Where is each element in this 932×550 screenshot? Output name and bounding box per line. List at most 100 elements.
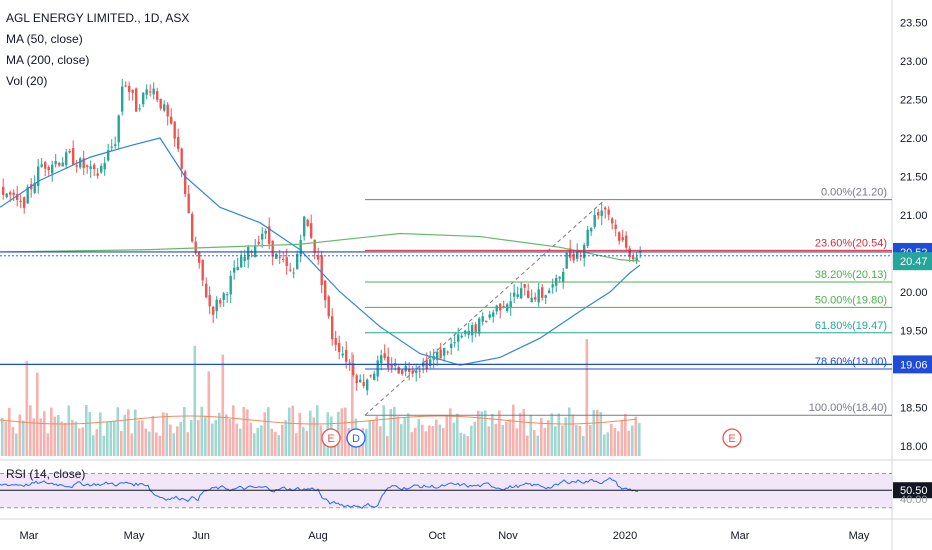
candle-body bbox=[313, 239, 316, 254]
candle-body bbox=[348, 362, 351, 364]
candle-body bbox=[562, 271, 565, 282]
event-marker bbox=[321, 428, 341, 448]
volume-bar bbox=[267, 407, 270, 456]
volume-bar bbox=[239, 428, 242, 456]
candle-body bbox=[586, 229, 589, 246]
candle-body bbox=[303, 216, 306, 237]
volume-bar bbox=[375, 416, 379, 456]
candle-body bbox=[628, 248, 631, 258]
candle-body bbox=[156, 91, 159, 100]
time-tick-label: Jun bbox=[192, 530, 210, 542]
volume-bar bbox=[4, 421, 8, 456]
candle-body bbox=[488, 314, 491, 318]
time-tick-label: Nov bbox=[498, 530, 518, 542]
candle-body bbox=[439, 349, 442, 359]
volume-bar bbox=[207, 371, 211, 456]
volume-bar bbox=[620, 420, 624, 456]
chart-legend: AGL ENERGY LIMITED., 1D, ASX MA (50, clo… bbox=[6, 8, 189, 92]
volume-bar bbox=[473, 421, 477, 456]
candle-body bbox=[474, 324, 477, 333]
candle-body bbox=[215, 299, 218, 312]
volume-bar bbox=[515, 428, 519, 456]
candle-body bbox=[47, 167, 50, 170]
candle-body bbox=[275, 253, 278, 259]
candle-body bbox=[180, 148, 183, 169]
volume-bar bbox=[113, 420, 116, 456]
volume-bar bbox=[81, 427, 85, 456]
candle-body bbox=[481, 316, 484, 322]
volume-bar bbox=[99, 412, 102, 456]
candle-body bbox=[114, 144, 117, 146]
volume-bar bbox=[249, 422, 253, 456]
price-tick-label: 18.00 bbox=[900, 441, 928, 453]
volume-bar bbox=[53, 416, 57, 456]
volume-bar bbox=[15, 433, 18, 456]
volume-bar bbox=[351, 352, 354, 456]
volume-bar bbox=[540, 417, 543, 456]
candle-body bbox=[537, 289, 540, 303]
candle-body bbox=[334, 337, 337, 345]
volume-bar bbox=[414, 427, 417, 456]
candle-body bbox=[369, 375, 372, 377]
volume-bar bbox=[46, 433, 50, 456]
candle-body bbox=[33, 182, 36, 193]
volume-bar bbox=[225, 414, 228, 456]
candle-body bbox=[222, 293, 225, 300]
candle-body bbox=[89, 166, 92, 169]
volume-bar bbox=[228, 419, 232, 456]
volume-bar bbox=[526, 435, 529, 456]
rsi-tick-label: 40.00 bbox=[900, 494, 928, 506]
volume-bar bbox=[232, 405, 235, 456]
volume-bar bbox=[18, 414, 22, 456]
volume-bar bbox=[295, 433, 298, 456]
candle-body bbox=[40, 164, 43, 167]
volume-bar bbox=[459, 432, 463, 456]
candle-body bbox=[338, 342, 341, 353]
candle-body bbox=[597, 212, 600, 216]
volume-bar bbox=[582, 435, 585, 456]
volume-bar bbox=[109, 421, 113, 456]
volume-bar bbox=[596, 410, 599, 456]
volume-bar bbox=[309, 410, 312, 456]
volume-bar bbox=[554, 426, 557, 456]
volume-bar bbox=[127, 409, 130, 456]
price-tick-label: 23.50 bbox=[900, 18, 928, 30]
volume-bar bbox=[365, 429, 368, 456]
fib-level-label: 61.80%(19.47) bbox=[815, 320, 887, 332]
volume-bar bbox=[71, 420, 74, 456]
price-tick-label: 20.00 bbox=[900, 287, 928, 299]
volume-bar bbox=[144, 428, 148, 456]
candle-body bbox=[103, 162, 106, 170]
volume-bar bbox=[484, 410, 487, 456]
volume-bar bbox=[141, 420, 144, 456]
candle-body bbox=[383, 353, 386, 359]
candle-body bbox=[376, 360, 379, 377]
volume-bar bbox=[536, 435, 540, 456]
volume-bar bbox=[302, 427, 305, 456]
candle-body bbox=[345, 349, 348, 362]
candle-body bbox=[86, 165, 89, 167]
volume-bar bbox=[382, 405, 386, 456]
event-marker-label: E bbox=[728, 433, 735, 445]
candle-body bbox=[278, 256, 281, 258]
candle-body bbox=[310, 223, 313, 238]
candle-body bbox=[247, 247, 250, 260]
volume-bar bbox=[578, 426, 582, 456]
candle-body bbox=[576, 251, 579, 259]
candle-body bbox=[2, 186, 5, 195]
volume-bar bbox=[512, 404, 515, 456]
volume-bar bbox=[57, 415, 60, 456]
price-tick-label: 22.00 bbox=[900, 133, 928, 145]
volume-bar bbox=[134, 409, 137, 456]
volume-bar bbox=[463, 433, 466, 456]
candle-body bbox=[51, 164, 54, 174]
candle-body bbox=[208, 295, 211, 307]
volume-bar bbox=[442, 427, 445, 456]
candle-body bbox=[565, 252, 568, 269]
candle-body bbox=[261, 233, 264, 240]
volume-bar bbox=[547, 420, 550, 456]
volume-bar bbox=[561, 425, 564, 456]
candle-body bbox=[513, 292, 516, 297]
volume-bar bbox=[214, 419, 218, 456]
